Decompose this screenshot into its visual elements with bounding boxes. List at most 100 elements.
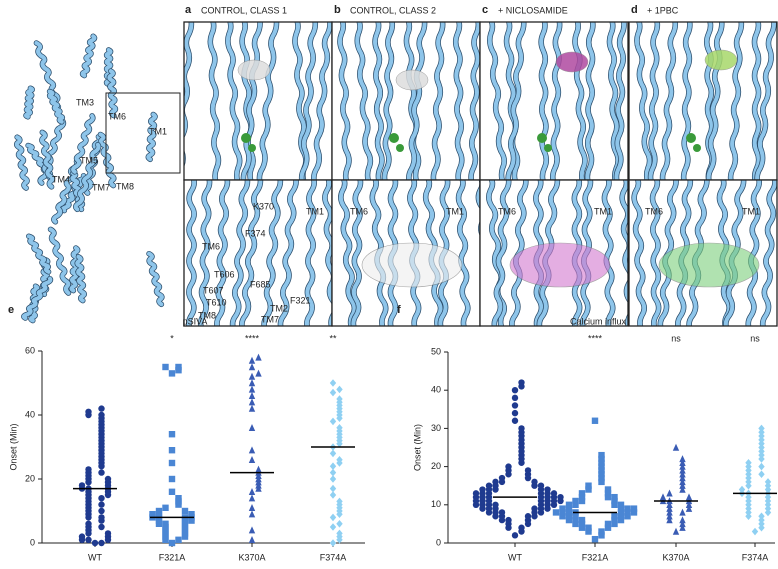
y-tick-label: 20 — [25, 473, 35, 483]
point — [492, 478, 499, 486]
helix — [21, 276, 53, 321]
point — [751, 527, 759, 536]
point — [745, 466, 752, 475]
helix — [487, 22, 507, 180]
helix-label: TM8 — [116, 181, 134, 191]
point — [758, 447, 765, 456]
point — [85, 520, 92, 527]
helix — [476, 180, 480, 235]
y-tick-label: 40 — [25, 409, 35, 419]
point — [745, 501, 752, 509]
point — [578, 490, 586, 497]
point — [611, 501, 618, 508]
point — [666, 504, 673, 512]
structure-panel — [628, 21, 778, 181]
helix-label: TM1 — [149, 126, 167, 136]
point — [98, 469, 105, 476]
point — [604, 524, 612, 531]
structure-panel — [628, 179, 778, 327]
residue-label: F374 — [245, 228, 266, 238]
helix — [147, 251, 164, 307]
point — [666, 516, 673, 524]
point — [598, 471, 605, 478]
point — [611, 497, 618, 505]
point — [329, 462, 337, 470]
residue-label: TM6 — [498, 206, 516, 216]
helix — [355, 22, 373, 180]
residue-labels: TM6 K370 F374 TM1 T606 T607 F685 F321 T6… — [198, 201, 760, 324]
point — [248, 504, 256, 511]
residue-label: TM1 — [594, 206, 612, 216]
point — [659, 493, 667, 501]
point — [598, 532, 605, 539]
helix — [337, 22, 351, 180]
helix — [48, 227, 71, 296]
helices — [631, 180, 777, 326]
point — [679, 466, 686, 474]
point — [518, 524, 525, 531]
point — [572, 501, 579, 508]
point — [552, 509, 560, 516]
point — [492, 501, 499, 508]
helix — [585, 22, 595, 180]
point — [98, 411, 105, 419]
helix — [311, 22, 332, 180]
helix-label: TM5 — [80, 155, 98, 165]
point — [188, 511, 195, 518]
point — [679, 462, 686, 470]
point — [255, 369, 262, 377]
ligand — [241, 133, 251, 143]
residue-label: T606 — [214, 269, 235, 279]
point — [248, 398, 256, 406]
structure-panel — [331, 21, 481, 181]
residue-label: TM6 — [645, 206, 663, 216]
chart-title: pSIVA — [183, 316, 208, 326]
helix — [634, 22, 652, 180]
point — [598, 459, 605, 466]
point — [679, 516, 686, 524]
point — [85, 466, 92, 473]
point — [598, 451, 605, 459]
helix — [146, 112, 158, 162]
residue-label: TM8 — [198, 310, 216, 320]
point — [572, 497, 579, 505]
point — [248, 392, 256, 399]
point — [248, 372, 256, 380]
point — [745, 508, 752, 517]
point — [181, 507, 189, 515]
point — [679, 470, 686, 478]
point — [617, 505, 625, 512]
point — [255, 465, 262, 473]
point — [679, 458, 686, 466]
point — [758, 455, 765, 463]
point — [764, 478, 772, 486]
residue-label: F685 — [250, 279, 271, 289]
y-axis-label: Onset (Min) — [8, 423, 18, 470]
point — [758, 451, 765, 459]
helix — [492, 180, 511, 326]
point — [91, 539, 99, 547]
density — [509, 242, 611, 288]
point — [585, 528, 592, 535]
helix — [602, 180, 615, 326]
helix — [14, 135, 30, 191]
point — [511, 394, 519, 402]
panel-title: + NICLOSAMIDE — [498, 5, 568, 15]
helix — [746, 180, 762, 326]
helix — [760, 180, 777, 326]
point — [168, 431, 176, 438]
point — [565, 505, 573, 512]
point — [617, 501, 625, 508]
point — [624, 513, 631, 520]
point — [518, 425, 525, 432]
point — [248, 404, 256, 412]
point — [679, 481, 686, 489]
helix — [230, 180, 250, 326]
point — [565, 516, 573, 524]
point — [758, 424, 765, 433]
ligand — [396, 144, 404, 152]
helices — [634, 22, 777, 180]
point — [511, 409, 519, 417]
point — [758, 523, 765, 532]
